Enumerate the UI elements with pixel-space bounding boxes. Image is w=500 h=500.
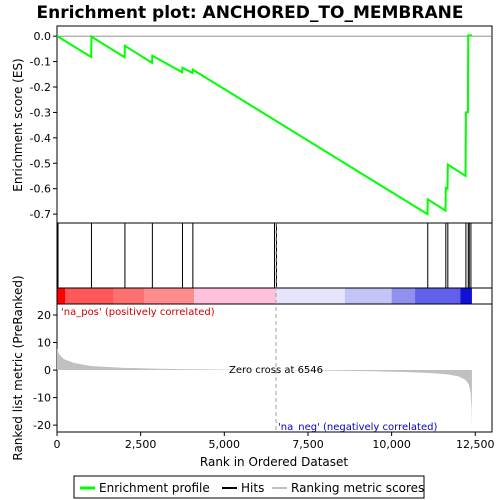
metric-y-axis-label: Ranked list metric (PreRanked) (11, 275, 25, 460)
metric-y-tick-label: 20 (37, 309, 51, 322)
x-axis-ticks: 0 2,500 5,000 7,500 10,000 12,500 (54, 432, 495, 451)
negative-correlation-label: 'na_neg' (negatively correlated) (278, 422, 437, 433)
ranking-metric-area (57, 348, 472, 430)
es-y-tick-label: 0.0 (34, 30, 52, 43)
legend-frame (73, 475, 425, 499)
heatmap-band (415, 288, 461, 304)
positive-correlation-label: 'na_pos' (positively correlated) (61, 307, 215, 318)
es-y-tick-label: -0.7 (30, 208, 51, 221)
legend: Enrichment profile Hits Ranking metric s… (73, 475, 425, 499)
x-axis-label: Rank in Ordered Dataset (200, 455, 348, 469)
es-panel-frame (56, 25, 493, 224)
metric-y-tick-label: 10 (37, 337, 51, 350)
legend-enrichment-profile-label: Enrichment profile (99, 481, 210, 495)
x-tick-label: 7,500 (292, 438, 324, 451)
es-panel: 0.0 -0.1 -0.2 -0.3 -0.4 -0.5 -0.6 -0.7 (30, 25, 493, 224)
heatmap-band (57, 288, 66, 304)
heatmap-band (391, 288, 416, 304)
metric-y-tick-label: -20 (33, 419, 51, 432)
x-tick-label: 5,000 (209, 438, 241, 451)
ranking-heatmap-bar (57, 288, 472, 304)
heatmap-band (65, 288, 114, 304)
es-y-ticks: 0.0 -0.1 -0.2 -0.3 -0.4 -0.5 -0.6 -0.7 (30, 30, 57, 221)
es-y-tick-label: -0.4 (30, 132, 51, 145)
chart-title: Enrichment plot: ANCHORED_TO_MEMBRANE (37, 3, 464, 23)
heatmap-band (344, 288, 392, 304)
x-tick-label: 10,000 (372, 438, 411, 451)
metric-y-tick-label: -10 (33, 392, 51, 405)
legend-ranking-metric-label: Ranking metric scores (291, 481, 424, 495)
es-y-axis-label: Enrichment score (ES) (11, 58, 25, 191)
heatmap-band (194, 288, 277, 304)
metric-y-ticks: 20 10 0 -10 -20 (33, 309, 57, 432)
zero-cross-label: Zero cross at 6546 (229, 365, 323, 376)
heatmap-band (276, 288, 345, 304)
hits-panel (56, 222, 493, 289)
heatmap-band (460, 288, 472, 304)
heatmap-band (113, 288, 144, 304)
es-y-tick-label: -0.6 (30, 183, 51, 196)
heatmap-band (144, 288, 195, 304)
x-tick-label: 2,500 (125, 438, 157, 451)
hit-lines (57, 223, 472, 288)
metric-y-tick-label: 0 (44, 364, 51, 377)
es-y-tick-label: -0.5 (30, 157, 51, 170)
enrichment-profile-line (56, 34, 472, 216)
es-y-tick-label: -0.2 (30, 81, 51, 94)
es-y-tick-label: -0.3 (30, 106, 51, 119)
x-tick-label: 0 (54, 438, 61, 451)
es-y-tick-label: -0.1 (30, 56, 51, 69)
legend-hits-label: Hits (241, 481, 264, 495)
metric-panel: 20 10 0 -10 -20 'na_pos' (positively correla… (33, 223, 493, 433)
x-tick-label: 12,500 (456, 438, 495, 451)
